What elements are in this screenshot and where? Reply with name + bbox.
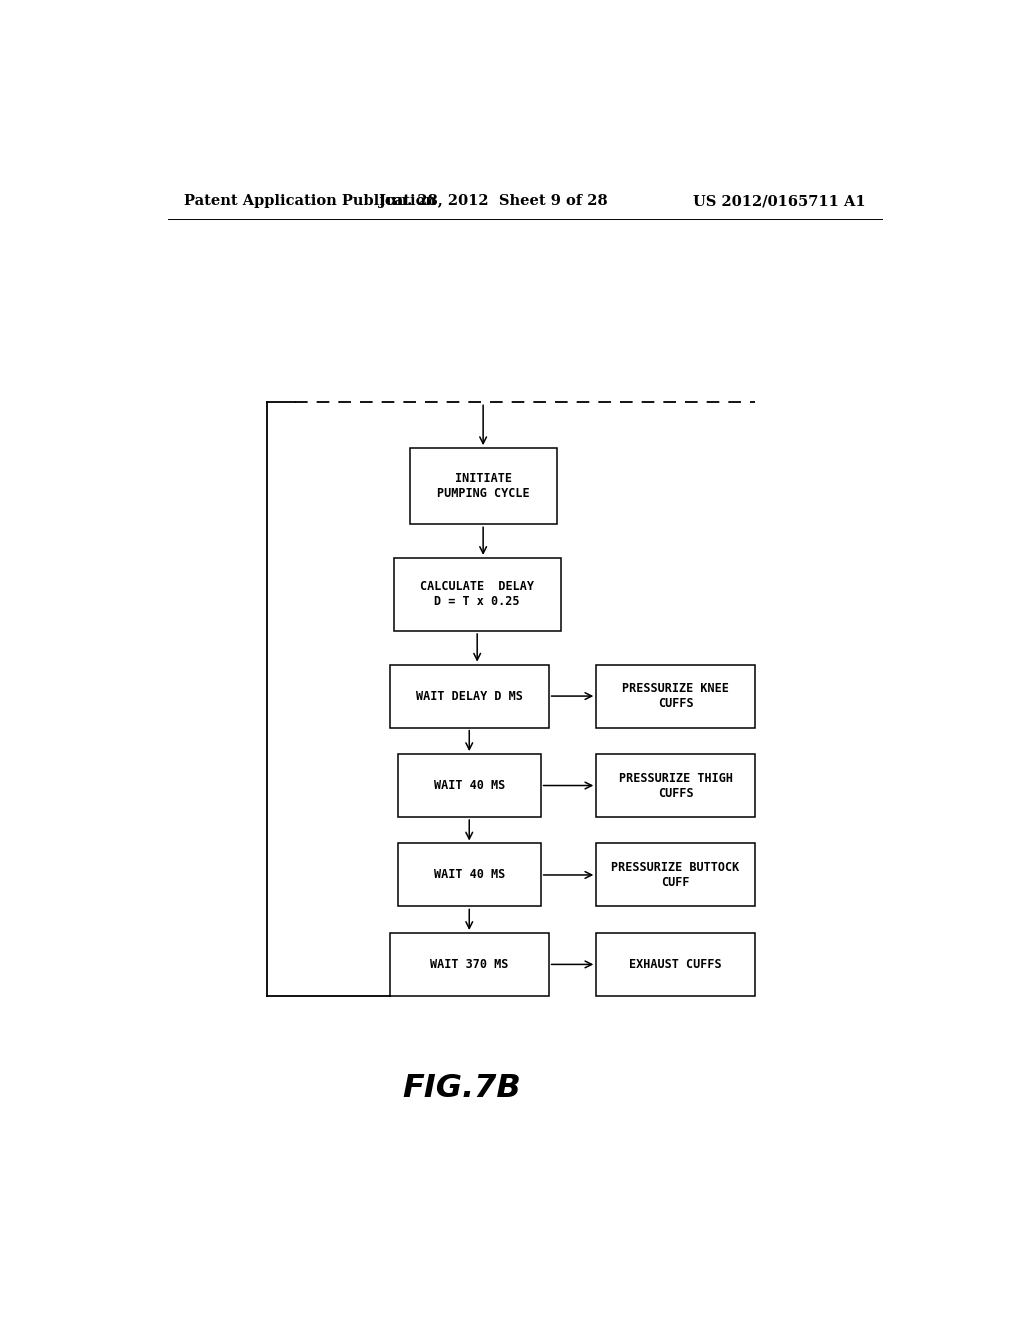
FancyBboxPatch shape — [398, 843, 541, 907]
Text: CALCULATE  DELAY
D = T x 0.25: CALCULATE DELAY D = T x 0.25 — [420, 581, 535, 609]
FancyBboxPatch shape — [596, 664, 755, 727]
Text: PRESSURIZE KNEE
CUFFS: PRESSURIZE KNEE CUFFS — [623, 682, 729, 710]
Text: Jun. 28, 2012  Sheet 9 of 28: Jun. 28, 2012 Sheet 9 of 28 — [379, 194, 607, 209]
FancyBboxPatch shape — [398, 754, 541, 817]
Text: INITIATE
PUMPING CYCLE: INITIATE PUMPING CYCLE — [437, 473, 529, 500]
Text: WAIT 40 MS: WAIT 40 MS — [433, 869, 505, 882]
Text: WAIT 370 MS: WAIT 370 MS — [430, 958, 509, 972]
FancyBboxPatch shape — [596, 843, 755, 907]
Text: Patent Application Publication: Patent Application Publication — [183, 194, 435, 209]
FancyBboxPatch shape — [596, 754, 755, 817]
Text: FIG.7B: FIG.7B — [402, 1073, 520, 1104]
FancyBboxPatch shape — [410, 447, 557, 524]
Text: WAIT DELAY D MS: WAIT DELAY D MS — [416, 689, 522, 702]
FancyBboxPatch shape — [390, 664, 549, 727]
Text: WAIT 40 MS: WAIT 40 MS — [433, 779, 505, 792]
Text: EXHAUST CUFFS: EXHAUST CUFFS — [630, 958, 722, 972]
FancyBboxPatch shape — [390, 933, 549, 995]
Text: US 2012/0165711 A1: US 2012/0165711 A1 — [693, 194, 866, 209]
FancyBboxPatch shape — [394, 558, 560, 631]
Text: PRESSURIZE BUTTOCK
CUFF: PRESSURIZE BUTTOCK CUFF — [611, 861, 739, 888]
Text: PRESSURIZE THIGH
CUFFS: PRESSURIZE THIGH CUFFS — [618, 771, 732, 800]
FancyBboxPatch shape — [596, 933, 755, 995]
